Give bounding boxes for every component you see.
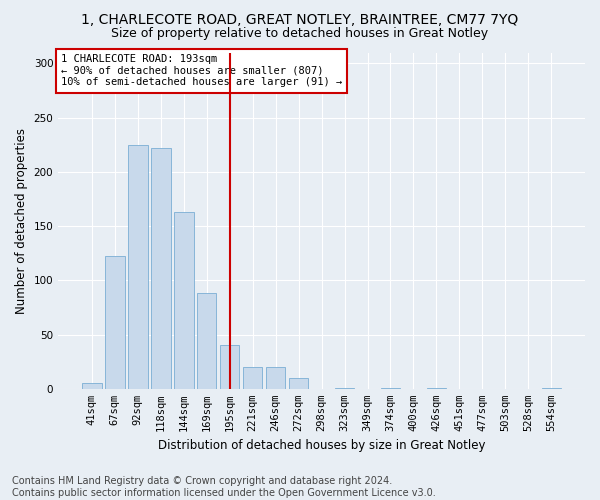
Bar [335, 388, 355, 389]
Bar [105, 256, 125, 389]
Text: 1, CHARLECOTE ROAD, GREAT NOTLEY, BRAINTREE, CM77 7YQ: 1, CHARLECOTE ROAD, GREAT NOTLEY, BRAINT… [82, 12, 518, 26]
Bar [82, 384, 101, 389]
Bar [243, 367, 262, 389]
Text: Contains HM Land Registry data © Crown copyright and database right 2024.
Contai: Contains HM Land Registry data © Crown c… [12, 476, 436, 498]
Bar [128, 144, 148, 389]
Bar [220, 346, 239, 389]
Text: 1 CHARLECOTE ROAD: 193sqm
← 90% of detached houses are smaller (807)
10% of semi: 1 CHARLECOTE ROAD: 193sqm ← 90% of detac… [61, 54, 342, 88]
Bar [427, 388, 446, 389]
Bar [151, 148, 170, 389]
Bar [381, 388, 400, 389]
Bar [542, 388, 561, 389]
Y-axis label: Number of detached properties: Number of detached properties [15, 128, 28, 314]
Bar [197, 294, 217, 389]
Text: Size of property relative to detached houses in Great Notley: Size of property relative to detached ho… [112, 28, 488, 40]
Bar [266, 367, 286, 389]
X-axis label: Distribution of detached houses by size in Great Notley: Distribution of detached houses by size … [158, 440, 485, 452]
Bar [174, 212, 194, 389]
Bar [289, 378, 308, 389]
